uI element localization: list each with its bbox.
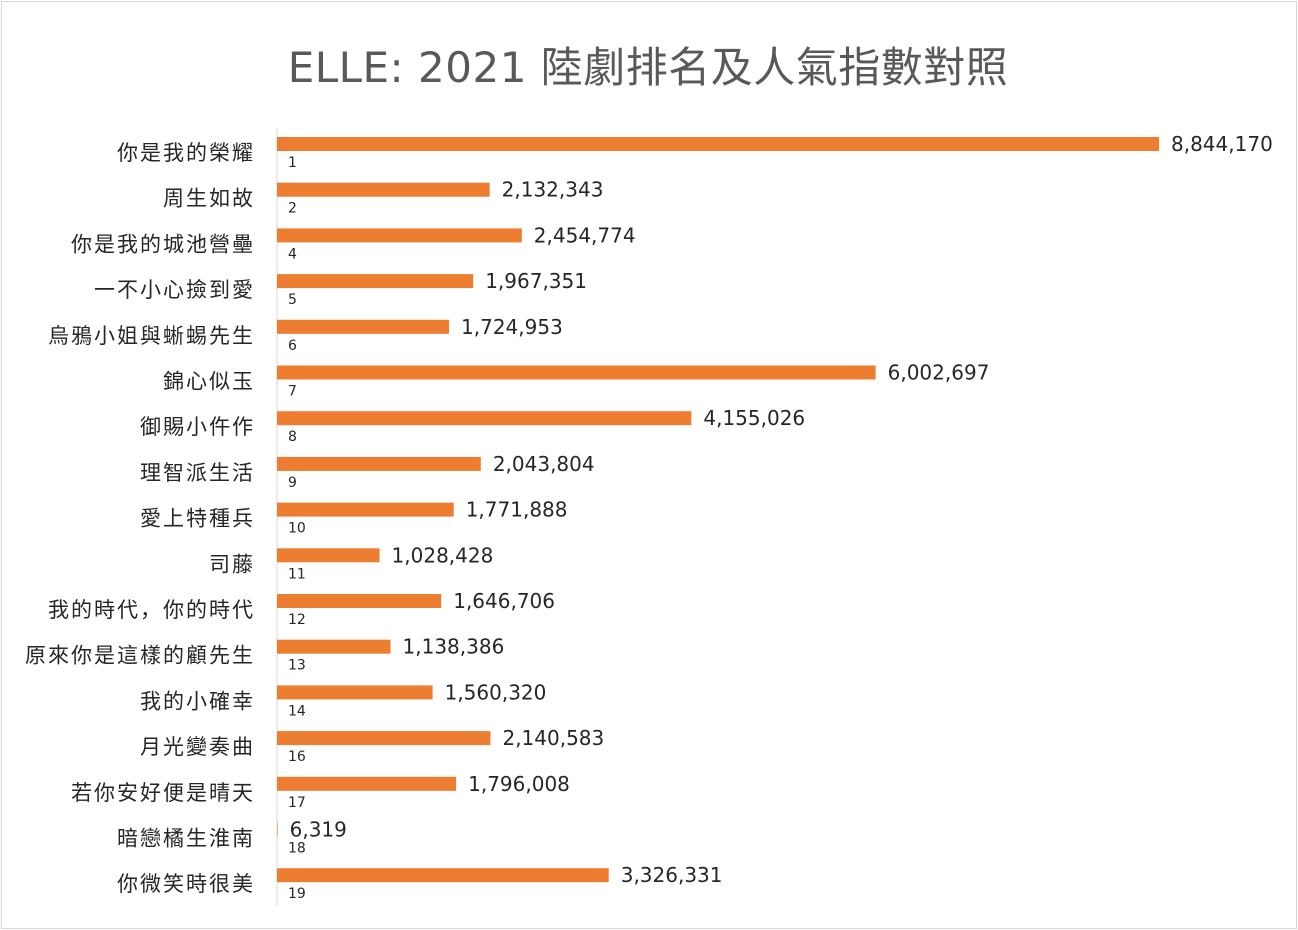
data-label: 1,028,428 [392, 543, 494, 567]
bar [277, 274, 474, 289]
category-label: 暗戀橘生淮南 [117, 827, 255, 851]
bar [277, 685, 433, 700]
data-label: 2,454,774 [534, 223, 636, 247]
category-label: 理智派生活 [140, 461, 255, 485]
data-label: 4,155,026 [703, 406, 805, 430]
data-label: 1,796,008 [468, 772, 570, 796]
data-label: 6,319 [290, 818, 347, 842]
bar [277, 365, 876, 380]
data-label: 1,967,351 [485, 269, 587, 293]
bar [277, 228, 522, 243]
category-label: 一不小心撿到愛 [94, 278, 255, 302]
data-label: 2,140,583 [502, 726, 604, 750]
data-label: 2,043,804 [493, 452, 595, 476]
rank-label: 18 [288, 841, 306, 857]
rank-label: 1 [288, 155, 297, 171]
category-label: 周生如故 [163, 187, 255, 211]
data-label: 1,724,953 [461, 315, 563, 339]
bar [277, 731, 491, 746]
category-label: 烏鴉小姐與蜥蜴先生 [48, 324, 255, 348]
bar [277, 548, 380, 563]
category-label: 我的小確幸 [140, 689, 255, 713]
category-label: 愛上特種兵 [140, 507, 255, 531]
category-label: 錦心似玉 [163, 370, 255, 394]
bar [277, 822, 278, 837]
data-label: 1,138,386 [403, 635, 505, 659]
rank-label: 19 [288, 886, 306, 902]
category-label: 你微笑時很美 [117, 872, 255, 896]
data-label: 8,844,170 [1171, 132, 1273, 156]
rank-label: 7 [288, 384, 297, 400]
rank-label: 17 [288, 795, 306, 811]
rank-label: 2 [288, 201, 297, 217]
category-label: 你是我的城池營壘 [71, 232, 255, 256]
rank-label: 4 [288, 246, 297, 262]
category-label: 御賜小仵作 [140, 415, 255, 439]
rank-label: 14 [288, 703, 306, 719]
bar [277, 868, 609, 883]
chart-title: ELLE: 2021 陸劇排名及人氣指數對照 [287, 43, 1009, 92]
category-label: 我的時代，你的時代 [48, 598, 255, 622]
rank-label: 6 [288, 338, 297, 354]
rank-label: 10 [288, 521, 306, 537]
rank-label: 16 [288, 749, 306, 765]
data-label: 6,002,697 [888, 361, 990, 385]
bar [277, 594, 442, 608]
bar [277, 639, 391, 654]
bar [277, 776, 457, 791]
category-label: 司藤 [209, 552, 255, 576]
data-label: 1,771,888 [466, 498, 568, 522]
data-label: 1,646,706 [453, 589, 555, 613]
category-label: 原來你是這樣的顧先生 [25, 644, 255, 668]
rank-label: 8 [288, 429, 297, 445]
bar [277, 182, 490, 197]
bar [277, 502, 454, 517]
data-label: 3,326,331 [621, 863, 723, 887]
bar [277, 411, 692, 426]
category-label: 你是我的榮耀 [117, 141, 255, 165]
rank-label: 11 [288, 566, 306, 582]
rank-label: 5 [288, 292, 297, 308]
rank-label: 9 [288, 475, 297, 491]
rank-label: 12 [288, 612, 306, 628]
category-label: 月光變奏曲 [140, 735, 255, 759]
bar [277, 319, 450, 334]
category-label: 若你安好便是晴天 [71, 781, 255, 805]
bar [277, 456, 481, 471]
rank-label: 13 [288, 658, 306, 674]
data-label: 1,560,320 [445, 680, 547, 704]
bar [277, 137, 1159, 151]
data-label: 2,132,343 [502, 178, 604, 202]
